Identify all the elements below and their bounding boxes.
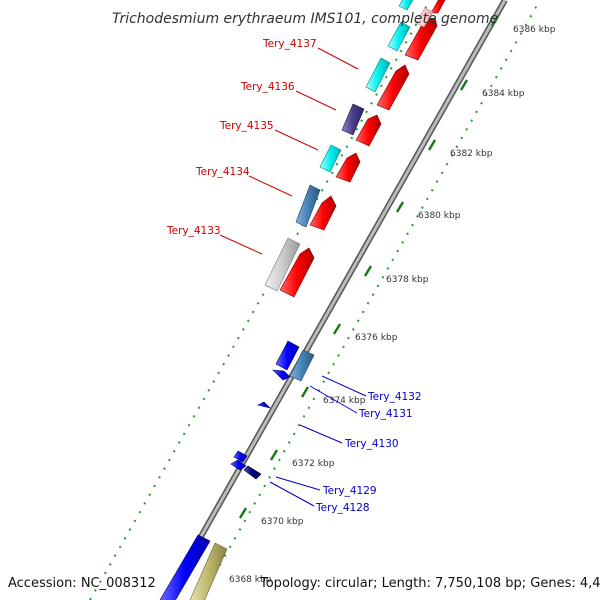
- gene-arrow-blue[interactable]: [230, 459, 247, 471]
- inner-feature-blocks: [264, 0, 414, 292]
- reverse-strand-genes: [159, 340, 315, 600]
- genome-summary-text: Topology: circular; Length: 7,750,108 bp…: [259, 576, 600, 591]
- tick-mark: [459, 79, 469, 91]
- tick-mark: [395, 201, 405, 213]
- callout-line: [309, 385, 358, 414]
- callout-line: [248, 175, 293, 197]
- gene-label[interactable]: Tery_4130: [344, 438, 399, 450]
- tick-label: 6374 kbp: [323, 396, 366, 406]
- genome-backbone: [163, 0, 507, 600]
- gene-arrow-red[interactable]: [404, 17, 438, 61]
- gene-arrow-red[interactable]: [430, 0, 446, 14]
- feature-block-cyan[interactable]: [365, 57, 391, 93]
- gene-block-pink[interactable]: [415, 7, 434, 28]
- gene-label-callouts: [219, 47, 367, 507]
- gene-label[interactable]: Tery_4128: [315, 502, 370, 514]
- gene-label[interactable]: Tery_4137: [262, 38, 317, 50]
- tick-mark: [269, 449, 279, 461]
- tick-label: 6384 kbp: [482, 89, 525, 99]
- callout-line: [317, 47, 359, 70]
- feature-block-cyan[interactable]: [319, 144, 342, 173]
- tick-mark: [238, 507, 248, 519]
- gene-label[interactable]: Tery_4133: [166, 225, 221, 237]
- tick-label: 6368 kbp: [229, 575, 272, 585]
- gene-arrow-red[interactable]: [335, 152, 361, 183]
- tick-label: 6372 kbp: [292, 459, 335, 469]
- tick-label: 6370 kbp: [261, 517, 304, 527]
- gene-arrow-navy[interactable]: [243, 465, 262, 480]
- gene-label[interactable]: Tery_4132: [367, 391, 422, 403]
- tick-mark: [363, 265, 373, 277]
- gene-block-blue[interactable]: [275, 340, 300, 371]
- map-title: Trichodesmium erythraeum IMS101, complet…: [112, 11, 498, 27]
- gene-label[interactable]: Tery_4136: [240, 81, 295, 93]
- callout-line: [295, 90, 337, 111]
- gene-arrow-red[interactable]: [309, 195, 337, 231]
- tick-mark: [490, 15, 500, 27]
- gene-arrow-blue[interactable]: [257, 401, 271, 409]
- gene-label[interactable]: Tery_4135: [219, 120, 274, 132]
- feature-block-indigo[interactable]: [341, 103, 365, 136]
- gene-arrow-red[interactable]: [376, 64, 410, 111]
- gene-label[interactable]: Tery_4129: [322, 485, 377, 497]
- feature-block-cyan[interactable]: [387, 21, 411, 52]
- reverse-gene-labels: Tery_4132 Tery_4131 Tery_4130 Tery_4129 …: [315, 391, 422, 514]
- forward-gene-labels: Tery_4137 Tery_4136 Tery_4135 Tery_4134 …: [166, 38, 317, 237]
- gene-arrow-red[interactable]: [355, 114, 382, 147]
- gene-block-blue[interactable]: [233, 450, 248, 463]
- gene-block-blue[interactable]: [159, 534, 211, 600]
- tick-label: 6376 kbp: [355, 333, 398, 343]
- feature-block-cyan[interactable]: [398, 0, 414, 11]
- gene-block-khaki[interactable]: [189, 542, 228, 600]
- tick-mark: [427, 139, 437, 151]
- callout-line: [269, 481, 315, 507]
- callout-line: [299, 424, 343, 444]
- gene-label[interactable]: Tery_4131: [358, 408, 413, 420]
- tick-label: 6380 kbp: [418, 211, 461, 221]
- callout-line: [275, 476, 321, 491]
- tick-label: 6382 kbp: [450, 149, 493, 159]
- tick-label: 6386 kbp: [513, 25, 556, 35]
- tick-mark: [332, 323, 342, 335]
- feature-block-steel[interactable]: [295, 184, 321, 228]
- gene-arrow-blue[interactable]: [272, 369, 291, 381]
- callout-line: [219, 234, 263, 255]
- accession-text: Accession: NC_008312: [8, 576, 156, 591]
- scale-ticks: 6368 kbp 6370 kbp 6372 kbp 6374 kbp 6376 kbp…: [206, 15, 556, 585]
- forward-strand-genes: [279, 0, 446, 298]
- tick-label: 6378 kbp: [386, 275, 429, 285]
- callout-line: [274, 129, 319, 151]
- gene-arrow-red[interactable]: [279, 247, 315, 298]
- gene-block-steel[interactable]: [289, 349, 315, 382]
- callout-line: [321, 375, 367, 397]
- feature-block-grey[interactable]: [264, 237, 301, 292]
- tick-mark: [300, 386, 310, 398]
- gene-label[interactable]: Tery_4134: [195, 166, 250, 178]
